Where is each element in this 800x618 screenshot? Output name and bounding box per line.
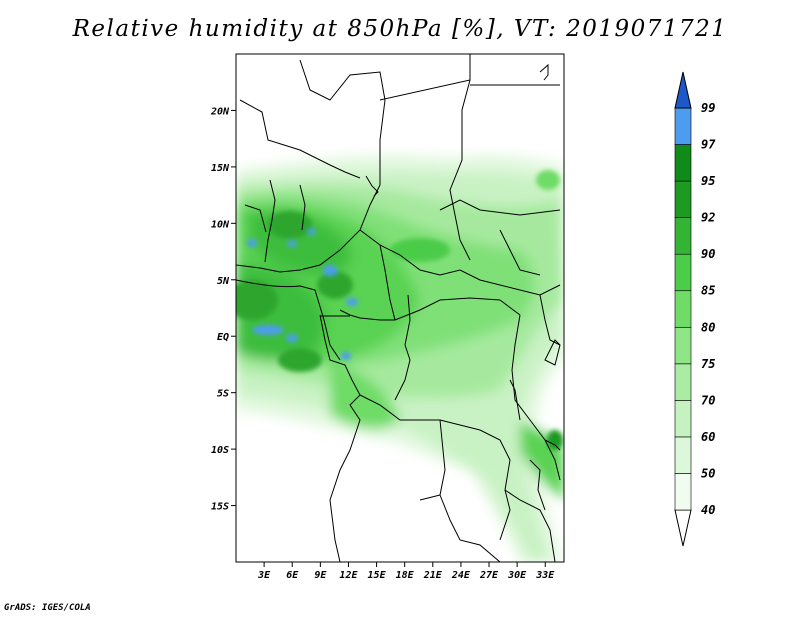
humidity-field [236,155,564,562]
colorbar-label: 40 [701,503,715,517]
colorbar-label: 70 [701,393,715,407]
chart-title: Relative humidity at 850hPa [%], VT: 201… [72,16,728,42]
lon-tick-label: 21E [423,570,443,581]
colorbar-segment [674,144,692,182]
lon-tick-label: 24E [451,570,471,581]
lon-tick-label: 9E [314,570,327,581]
colorbar-segment [674,400,692,438]
colorbar: 40 50 60 70 75 80 85 90 92 95 97 99 [674,71,716,547]
colorbar-max-arrow [674,71,692,109]
lat-tick-label: 5N [217,276,230,287]
colorbar-segment [674,363,692,401]
lon-tick-label: 33E [535,570,555,581]
colorbar-segment [674,253,692,292]
map-frame [235,53,565,563]
country-borders [236,54,561,562]
lon-tick-label: 27E [479,570,499,581]
lat-tick-label: 5S [217,389,229,400]
colorbar-label: 92 [701,211,715,225]
colorbar-label: 90 [701,247,715,261]
colorbar-label: 95 [701,174,715,188]
colorbar-segment [674,217,692,255]
lon-tick-label: 6E [286,570,299,581]
colorbar-segment [674,473,692,511]
colorbar-segment [674,290,692,328]
lat-tick-label: 10S [211,445,229,456]
colorbar-label: 99 [701,101,715,115]
lon-tick-label: 3E [257,570,271,581]
lon-tick-label: 15E [368,570,387,581]
latitude-axis: 20N 15N 10N 5N EQ 5S 10S 15S [210,106,236,513]
lon-tick-label: 30E [507,570,527,581]
longitude-axis: 3E 6E 9E 12E 15E 18E 21E 24E 27E 30E 33E [257,562,555,581]
colorbar-label: 85 [701,284,715,298]
colorbar-label: 80 [701,320,715,334]
colorbar-segment [674,326,692,365]
lat-tick-label: EQ [217,332,229,343]
footer-credit: GrADS: IGES/COLA [4,603,91,613]
lon-tick-label: 12E [339,570,358,581]
colorbar-segment [674,107,692,145]
lon-tick-label: 18E [396,570,415,581]
colorbar-label: 60 [701,430,715,444]
colorbar-label: 75 [701,357,715,371]
lat-tick-label: 15S [211,502,229,513]
lat-tick-label: 10N [211,219,230,230]
colorbar-segment [674,436,692,474]
colorbar-segment [674,180,692,218]
lat-tick-label: 15N [211,163,230,174]
colorbar-min-arrow [674,509,692,547]
colorbar-label: 50 [701,466,715,480]
lat-tick-label: 20N [210,106,230,117]
colorbar-label: 97 [701,138,716,152]
